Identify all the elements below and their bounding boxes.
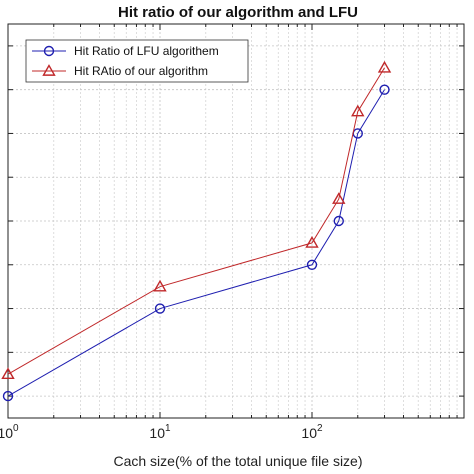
x-tick-label: 102 [301,423,323,441]
legend: Hit Ratio of LFU algorithem Hit RAtio of … [25,39,249,83]
grid [8,24,464,418]
data-point [1,367,15,380]
data-point [333,215,344,227]
x-tick-label: 100 [0,423,19,441]
data-point [2,390,14,402]
legend-marker [42,64,56,76]
data-point [306,259,318,270]
legend-box [25,39,249,83]
axes [7,23,465,419]
series-group [1,60,392,402]
series-1 [2,84,390,402]
data-point [154,303,166,314]
chart-title: Hit ratio of our algorithm and LFU [118,4,358,21]
data-point [379,84,390,95]
series-2 [1,60,392,380]
x-tick-labels: 100 101 102 [0,423,323,441]
x-axis-label: Cach size(% of the total unique file siz… [113,453,362,469]
data-point [351,104,365,117]
legend-marker [43,45,55,57]
legend-label: Hit RAtio of our algorithm [74,64,208,78]
data-point [305,235,319,248]
series-line [7,89,385,397]
data-point [153,279,167,292]
legend-entry: Hit RAtio of our algorithm [32,64,208,78]
data-point [377,60,392,73]
legend-label: Hit Ratio of LFU algorithem [74,44,219,58]
x-tick-label: 101 [149,423,171,441]
legend-entry: Hit Ratio of LFU algorithem [32,44,219,58]
data-point [332,192,346,204]
series-line [7,67,385,375]
